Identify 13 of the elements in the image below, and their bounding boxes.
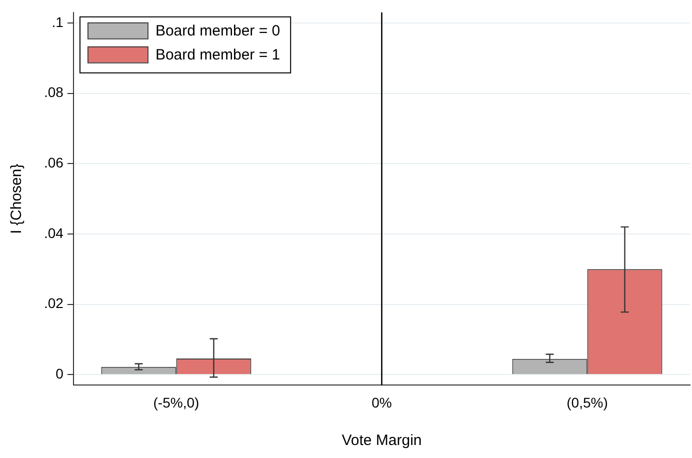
- y-tick-label: .04: [44, 224, 64, 241]
- y-tick-label: 0: [56, 366, 64, 382]
- y-tick-label: .08: [44, 84, 64, 100]
- x-tick-label: 0%: [372, 394, 392, 410]
- y-axis-title: I {Chosen}: [8, 164, 26, 234]
- y-tick-label: .06: [44, 154, 64, 170]
- x-axis-title: Vote Margin: [342, 432, 422, 450]
- y-tick-label: .1: [52, 14, 64, 30]
- legend-label: Board member = 0: [155, 22, 280, 40]
- y-tick-label: .02: [44, 295, 64, 312]
- x-tick-label: (-5%,0): [153, 394, 200, 410]
- legend-label: Board member = 1: [155, 46, 280, 64]
- x-tick-label: (0,5%): [566, 394, 608, 410]
